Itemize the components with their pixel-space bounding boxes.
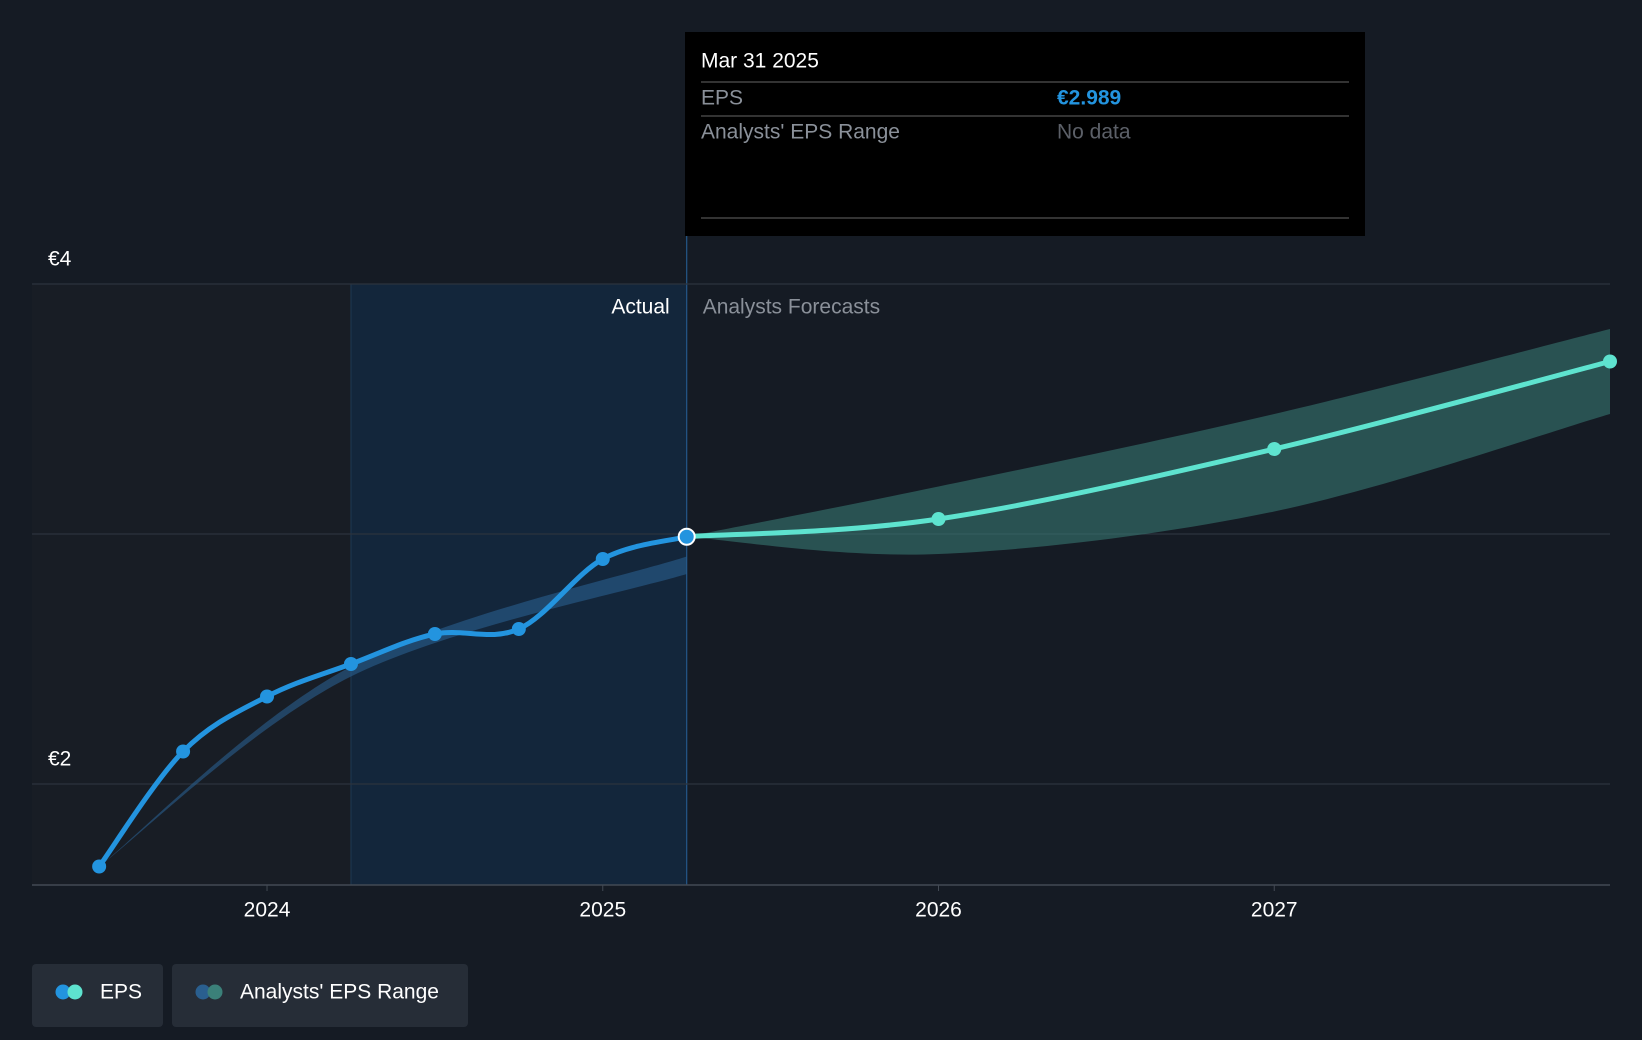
eps-point[interactable] — [92, 859, 107, 874]
eps-point[interactable] — [1267, 442, 1282, 456]
legend-swatch — [55, 984, 71, 1000]
x-tick-label: 2025 — [579, 899, 626, 922]
tooltip-box — [685, 32, 1365, 236]
legend-swatch — [67, 984, 83, 1000]
forecast-label: Analysts Forecasts — [703, 296, 880, 319]
legend-button[interactable] — [172, 964, 468, 1027]
y-tick-label: €2 — [48, 748, 71, 771]
tooltip-value: No data — [1057, 121, 1131, 144]
eps-point[interactable] — [677, 527, 696, 546]
eps-point[interactable] — [931, 512, 946, 526]
x-tick-label: 2024 — [244, 899, 291, 922]
tooltip-label: Analysts' EPS Range — [701, 121, 900, 144]
tooltip-label: EPS — [701, 87, 743, 110]
x-tick-label: 2027 — [1251, 899, 1298, 922]
actual-label: Actual — [611, 296, 669, 319]
legend-label: EPS — [100, 981, 142, 1004]
tooltip-value: €2.989 — [1057, 87, 1121, 110]
legend-swatch — [195, 984, 211, 1000]
eps-point[interactable] — [343, 657, 358, 671]
eps-point[interactable] — [176, 744, 191, 759]
legend-label: Analysts' EPS Range — [240, 981, 439, 1004]
tooltip-title: Mar 31 2025 — [701, 50, 819, 73]
y-tick-label: €4 — [48, 248, 72, 271]
range-band — [99, 556, 687, 867]
range-band — [686, 329, 1610, 555]
eps-point[interactable] — [427, 627, 442, 641]
past-region — [32, 284, 351, 885]
forecast-line — [684, 359, 1613, 540]
eps-point[interactable] — [260, 689, 275, 704]
eps-point[interactable] — [595, 552, 610, 566]
x-tick-label: 2026 — [915, 899, 962, 922]
eps-point[interactable] — [1603, 354, 1617, 369]
legend-swatch — [207, 984, 223, 1000]
eps-point[interactable] — [511, 622, 526, 636]
legend-button[interactable] — [32, 964, 163, 1027]
